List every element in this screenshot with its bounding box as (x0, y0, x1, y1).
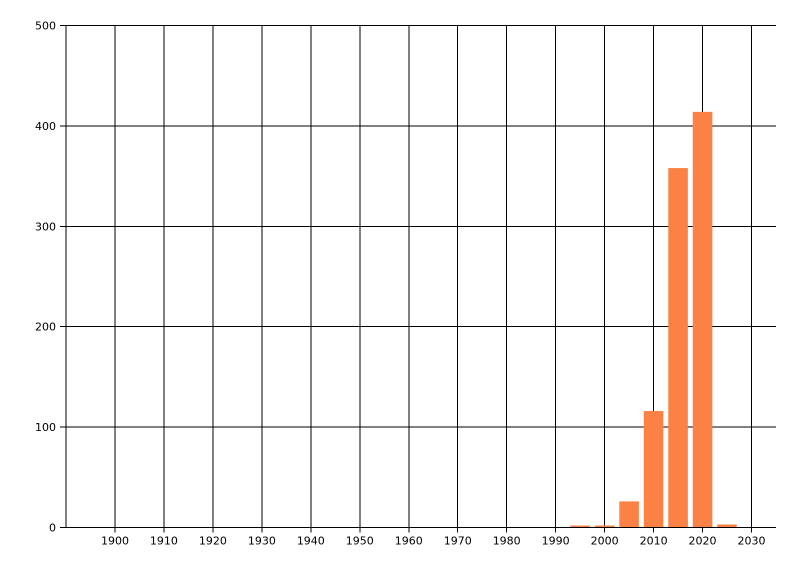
y-axis-tick-label: 100 (35, 421, 56, 434)
x-axis-tick-label: 1950 (346, 535, 374, 548)
x-axis-tick-label: 1970 (444, 535, 472, 548)
x-axis-tick-label: 1920 (199, 535, 227, 548)
x-axis-tick-label: 1960 (395, 535, 423, 548)
y-axis-tick-label: 500 (35, 20, 56, 33)
x-axis-tick-label: 1910 (150, 535, 178, 548)
bar-2005 (619, 501, 639, 528)
y-axis-tick-label: 400 (35, 120, 56, 133)
bar-2010 (643, 411, 664, 528)
y-axis-tick-label: 0 (49, 522, 56, 535)
x-axis-tick-label: 1990 (542, 535, 570, 548)
bar-2015 (668, 168, 688, 528)
y-axis-tick-label: 300 (35, 220, 56, 233)
bar-2000 (594, 525, 615, 528)
x-axis-tick-label: 2000 (591, 535, 619, 548)
bar-2020 (692, 111, 713, 528)
x-axis-tick-label: 1900 (101, 535, 129, 548)
x-axis-tick-label: 2020 (689, 535, 717, 548)
x-axis-tick-label: 2010 (640, 535, 668, 548)
bar-2025 (717, 524, 737, 528)
x-axis-tick-label: 1930 (248, 535, 276, 548)
bar-1995 (570, 525, 590, 528)
x-axis-tick-label: 2030 (738, 535, 766, 548)
x-axis-tick-label: 1980 (493, 535, 521, 548)
y-axis-tick-label: 200 (35, 321, 56, 334)
x-axis-tick-label: 1940 (297, 535, 325, 548)
